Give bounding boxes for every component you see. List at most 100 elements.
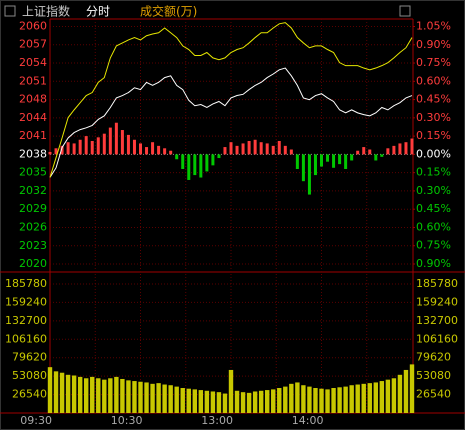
breadth-bar bbox=[326, 154, 330, 162]
breadth-bar bbox=[344, 154, 348, 169]
breadth-bar bbox=[338, 154, 342, 165]
x-tick-label: 13:00 bbox=[201, 414, 233, 427]
volume-bar bbox=[156, 383, 161, 413]
price-line bbox=[49, 22, 413, 178]
breadth-bar bbox=[332, 154, 336, 168]
breadth-bar bbox=[205, 154, 209, 172]
breadth-bar bbox=[163, 148, 167, 155]
y2-tick-label: 0.75% bbox=[416, 239, 451, 252]
volume-bar bbox=[325, 389, 330, 413]
volume-bar bbox=[228, 369, 234, 413]
breadth-bar bbox=[72, 143, 76, 155]
breadth-bar bbox=[380, 154, 384, 157]
volume-bar bbox=[258, 390, 264, 413]
breadth-bar bbox=[320, 154, 323, 167]
volume-bar bbox=[90, 376, 95, 413]
y2-tick-label: 0.60% bbox=[416, 74, 451, 87]
volume-bar bbox=[102, 379, 107, 413]
breadth-bar bbox=[199, 154, 203, 178]
volume-tick-label: 79620 bbox=[12, 351, 47, 364]
volume-bar bbox=[271, 389, 276, 413]
y2-tick-label: 0.15% bbox=[416, 166, 451, 179]
volume-tick-label: 53080 bbox=[12, 369, 47, 382]
breadth-bar bbox=[410, 138, 414, 155]
breadth-bar bbox=[356, 150, 360, 155]
breadth-bar bbox=[392, 145, 396, 155]
volume-bar bbox=[361, 383, 366, 413]
y-tick-label: 2051 bbox=[19, 74, 47, 87]
volume-bar bbox=[204, 390, 210, 413]
breadth-bar bbox=[139, 143, 142, 155]
breadth-bar bbox=[169, 150, 173, 155]
y-tick-label: 2041 bbox=[19, 129, 47, 142]
volume-bar bbox=[331, 388, 336, 413]
volume-tick-label: 185780 bbox=[5, 277, 47, 290]
y-tick-label: 2020 bbox=[19, 257, 47, 270]
volume-bar bbox=[59, 372, 65, 413]
breadth-bar bbox=[90, 140, 94, 155]
breadth-bar bbox=[253, 139, 257, 155]
volume-bar bbox=[47, 367, 53, 413]
volume-bar bbox=[126, 380, 131, 413]
volume-bar bbox=[198, 390, 204, 413]
breadth-bar bbox=[66, 142, 70, 155]
y-tick-label: 2032 bbox=[19, 184, 47, 197]
volume-bar bbox=[216, 392, 222, 413]
breadth-bar bbox=[126, 134, 130, 155]
volume-bar bbox=[379, 381, 385, 413]
breadth-bar bbox=[313, 154, 317, 176]
y-tick-label: 2044 bbox=[19, 111, 47, 124]
price-line bbox=[49, 67, 413, 178]
breadth-bar bbox=[265, 143, 269, 155]
volume-bar bbox=[108, 378, 113, 413]
volume-bar bbox=[295, 382, 300, 413]
breadth-bar bbox=[120, 130, 124, 155]
volume-tick-label-right: 26540 bbox=[416, 388, 451, 401]
x-tick-label: 14:00 bbox=[292, 414, 324, 427]
breadth-bar bbox=[271, 145, 275, 155]
y2-tick-label: 0.30% bbox=[416, 111, 451, 124]
x-tick-label: 10:30 bbox=[111, 414, 143, 427]
volume-bar bbox=[265, 390, 270, 413]
volume-bar bbox=[252, 391, 258, 413]
breadth-bar bbox=[223, 147, 227, 155]
volume-bar bbox=[96, 378, 101, 413]
menu-icon[interactable] bbox=[4, 5, 16, 17]
volume-bar bbox=[313, 388, 318, 413]
breadth-bar bbox=[187, 154, 191, 180]
breadth-bar bbox=[386, 148, 390, 155]
y-tick-label: 2060 bbox=[19, 20, 47, 33]
volume-bar bbox=[138, 381, 143, 413]
volume-bar bbox=[114, 376, 119, 413]
y-tick-label: 2023 bbox=[19, 239, 47, 252]
volume-bar bbox=[120, 378, 125, 413]
breadth-bar bbox=[235, 145, 239, 155]
breadth-bar bbox=[114, 122, 118, 155]
volume-bar bbox=[168, 385, 173, 413]
breadth-bar bbox=[102, 133, 106, 155]
breadth-bar bbox=[181, 154, 185, 169]
breadth-bar bbox=[78, 139, 82, 155]
close-icon[interactable] bbox=[399, 5, 411, 17]
volume-tick-label-right: 106160 bbox=[416, 332, 458, 345]
volume-bar bbox=[162, 384, 167, 413]
volume-bar bbox=[192, 389, 197, 413]
volume-bar bbox=[283, 386, 288, 413]
breadth-bar bbox=[84, 136, 88, 155]
volume-bar bbox=[186, 388, 191, 413]
volume-tick-label-right: 185780 bbox=[416, 277, 458, 290]
volume-bar bbox=[174, 386, 179, 413]
breadth-bar bbox=[374, 154, 378, 161]
breadth-bar bbox=[247, 140, 251, 155]
breadth-bar bbox=[398, 143, 402, 155]
y2-tick-label: 0.90% bbox=[416, 257, 451, 270]
y-tick-label: 2054 bbox=[19, 56, 47, 69]
y2-tick-label: 0.90% bbox=[416, 38, 451, 51]
volume-bar bbox=[210, 391, 216, 413]
volume-bar bbox=[77, 376, 83, 413]
volume-bar bbox=[84, 378, 89, 413]
volume-bar bbox=[319, 388, 324, 413]
mode-label[interactable]: 分时 bbox=[86, 5, 110, 19]
